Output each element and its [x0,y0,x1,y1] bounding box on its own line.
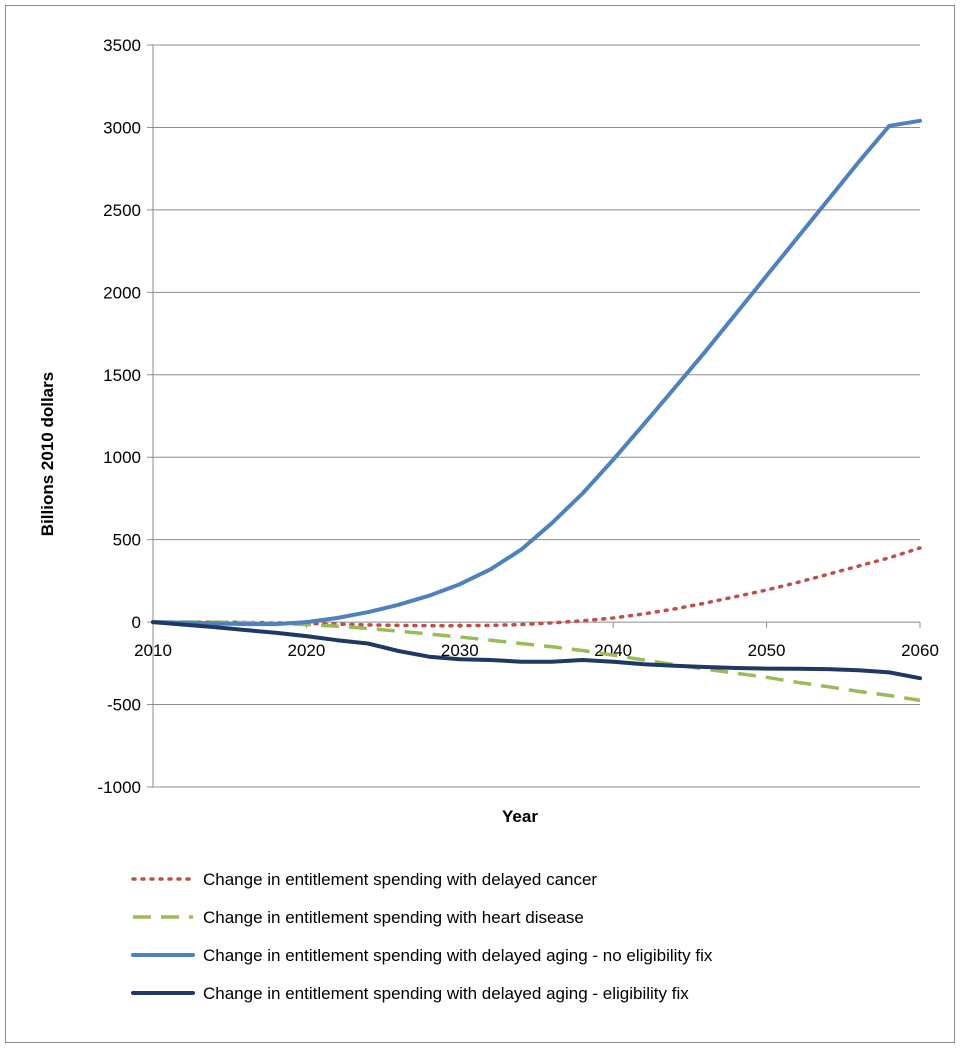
y-tick-label: -500 [107,696,141,715]
x-tick-label: 2060 [901,641,939,660]
series-line-1 [151,546,922,628]
y-tick-label: 0 [132,613,141,632]
y-axis-title: Billions 2010 dollars [38,372,57,536]
x-tick-labels: 2010 2020 2030 2040 2050 2060 [134,641,939,660]
legend-label-3: Change in entitlement spending with dela… [203,946,713,965]
legend-label-2: Change in entitlement spending with hear… [203,908,584,927]
axes [147,44,921,788]
legend-label-1: Change in entitlement spending with dela… [203,870,597,889]
y-tick-label: 2000 [103,283,141,302]
y-tick-labels: 3500 3000 2500 2000 1500 1000 500 0 -500 -1000 [98,36,141,797]
y-tick-label: 3500 [103,36,141,55]
y-tick-label: -1000 [98,778,141,797]
x-tick-label: 2050 [748,641,786,660]
y-tick-label: 1500 [103,366,141,385]
legend: Change in entitlement spending with dela… [131,870,713,1003]
chart-frame [5,5,955,1043]
y-tick-label: 2500 [103,201,141,220]
x-axis-title: Year [502,807,538,826]
x-tick-label: 2010 [134,641,172,660]
y-tick-label: 1000 [103,448,141,467]
y-tick-label: 500 [113,531,141,550]
x-tick-label: 2020 [287,641,325,660]
series-line-3 [151,118,922,627]
y-tick-label: 3000 [103,118,141,137]
legend-label-4: Change in entitlement spending with dela… [203,984,689,1003]
series-line-4 [151,620,922,681]
data-series [151,118,922,703]
gridlines [153,44,920,788]
x-tick-label: 2040 [594,641,632,660]
x-tick-label: 2030 [441,641,479,660]
